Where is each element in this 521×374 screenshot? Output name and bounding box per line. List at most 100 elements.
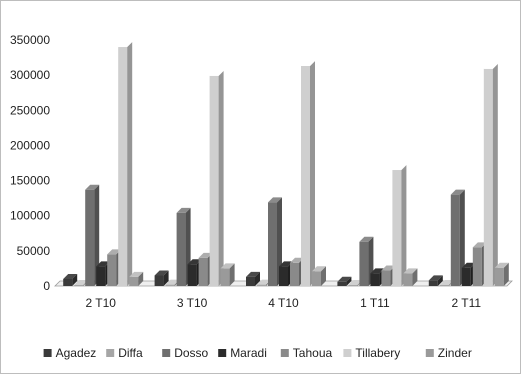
bar-top — [494, 262, 509, 268]
bar-front — [63, 278, 73, 286]
bar-front — [403, 273, 413, 286]
bar-front — [428, 280, 438, 286]
legend-swatch — [162, 349, 171, 357]
bar-front — [381, 270, 391, 286]
legend-swatch — [218, 349, 227, 357]
bar-top — [268, 197, 282, 203]
bar-dosso-4 — [450, 189, 465, 286]
bar-zinder-3 — [403, 268, 418, 286]
bar-zinder-0 — [129, 271, 144, 286]
bar-front — [165, 284, 175, 286]
legend-swatch — [425, 349, 434, 357]
legend-label: Zinder — [438, 346, 472, 360]
bar-front — [209, 75, 219, 287]
bar-front — [494, 267, 504, 286]
bar-agadez-4 — [428, 275, 443, 286]
y-tick-label: 200000 — [10, 138, 50, 152]
bar-top — [85, 184, 100, 190]
bar-top — [187, 259, 202, 265]
bar-tillabery-4 — [483, 63, 498, 287]
bar-front — [257, 284, 266, 286]
bar-top — [96, 261, 111, 267]
bar-side — [412, 268, 418, 286]
bar-front — [450, 194, 460, 286]
bar-side — [72, 273, 78, 286]
bar-front — [348, 284, 358, 286]
bar-front — [392, 170, 402, 286]
bar-front — [220, 268, 230, 286]
legend-label: Diffa — [118, 346, 143, 360]
y-tick-label: 100000 — [10, 209, 50, 223]
bar-front — [129, 276, 139, 286]
bar-side — [310, 61, 315, 287]
y-tick-label: 250000 — [10, 103, 50, 117]
bar-top — [198, 252, 213, 258]
bar-side — [401, 165, 407, 286]
bar-top — [290, 257, 304, 263]
bar-front — [96, 266, 106, 286]
bar-top — [257, 279, 271, 285]
legend-label: Maradi — [230, 346, 267, 360]
bar-front — [198, 257, 208, 286]
legend-swatch — [43, 349, 52, 357]
bar-top — [439, 279, 454, 285]
bar-top — [472, 242, 487, 248]
bar-front — [461, 267, 471, 286]
bar-side — [492, 63, 498, 287]
x-tick-label: 2 T11 — [452, 296, 482, 310]
bar-top — [74, 279, 89, 285]
bar-tillabery-1 — [209, 70, 224, 287]
bar-front — [472, 247, 482, 286]
legend-label: Agadez — [56, 346, 97, 360]
legend-item-tahoua: Tahoua — [280, 346, 333, 360]
bar-agadez-3 — [337, 276, 352, 286]
bar-front — [107, 254, 117, 286]
legend-label: Tahoua — [293, 346, 333, 360]
legend-label: Dosso — [174, 346, 208, 360]
bar-front — [279, 266, 288, 286]
bar-front — [246, 276, 255, 286]
legend-swatch — [106, 349, 115, 357]
bar-agadez-1 — [154, 270, 169, 286]
bar-front — [290, 262, 299, 286]
bar-top — [129, 271, 144, 277]
y-tick-label: 300000 — [10, 68, 50, 82]
bar-top — [337, 276, 352, 282]
legend-item-tillabery: Tillabery — [343, 346, 400, 360]
bar-top — [381, 265, 396, 271]
bar-dosso-0 — [85, 184, 100, 286]
bar-side — [255, 271, 260, 286]
bar-front — [85, 189, 95, 286]
bar-top — [209, 70, 224, 76]
bar-front — [483, 68, 493, 287]
bar-top — [154, 270, 169, 276]
legend-swatch — [343, 349, 352, 357]
bar-front — [370, 273, 380, 286]
bar-front — [359, 241, 369, 286]
bar-top — [176, 207, 191, 213]
bar-top — [312, 266, 326, 272]
bars-group — [63, 42, 509, 287]
bar-top — [118, 42, 133, 48]
y-tick-label: 350000 — [10, 33, 50, 47]
bar-front — [176, 212, 186, 286]
legend-label: Tillabery — [355, 346, 400, 360]
bar-top — [450, 189, 465, 195]
bar-top — [428, 275, 443, 281]
bar-top — [370, 268, 385, 274]
bar-side — [277, 197, 282, 286]
bar-top — [483, 63, 498, 69]
x-tick-label: 4 T10 — [268, 296, 299, 310]
y-tick-label: 0 — [43, 279, 50, 293]
bar-side — [138, 271, 144, 286]
bar-front — [74, 284, 84, 286]
bar-zinder-2 — [312, 266, 326, 286]
legend-item-agadez: Agadez — [43, 346, 97, 360]
bar-agadez-2 — [246, 271, 260, 286]
bar-zinder-4 — [494, 262, 509, 286]
y-tick-label: 50000 — [17, 244, 51, 258]
bar-tillabery-3 — [392, 165, 407, 286]
legend-swatch — [280, 349, 289, 357]
